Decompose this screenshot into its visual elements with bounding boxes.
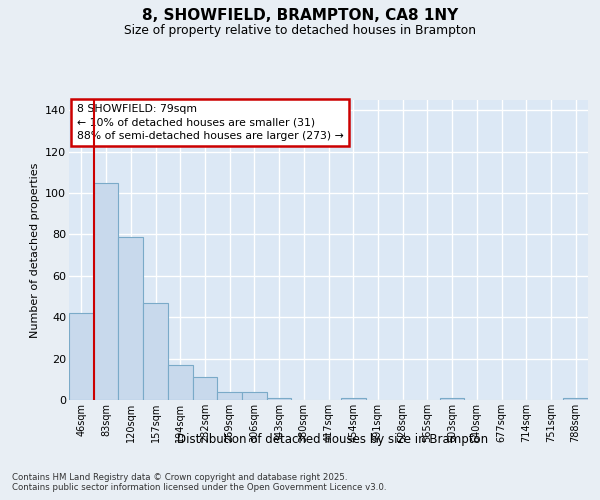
Text: Size of property relative to detached houses in Brampton: Size of property relative to detached ho… (124, 24, 476, 37)
Bar (118, 236, 143, 400)
Bar (143, 303, 168, 400)
Text: 8, SHOWFIELD, BRAMPTON, CA8 1NY: 8, SHOWFIELD, BRAMPTON, CA8 1NY (142, 8, 458, 22)
Text: Contains HM Land Registry data © Crown copyright and database right 2025.: Contains HM Land Registry data © Crown c… (12, 472, 347, 482)
Bar (440, 398, 464, 400)
Text: 8 SHOWFIELD: 79sqm
← 10% of detached houses are smaller (31)
88% of semi-detache: 8 SHOWFIELD: 79sqm ← 10% of detached hou… (77, 104, 344, 141)
Bar (69, 313, 94, 400)
Bar (563, 398, 588, 400)
Bar (242, 392, 267, 400)
Text: Contains public sector information licensed under the Open Government Licence v3: Contains public sector information licen… (12, 484, 386, 492)
Bar (168, 365, 193, 400)
Bar (267, 398, 292, 400)
Text: Distribution of detached houses by size in Brampton: Distribution of detached houses by size … (178, 432, 488, 446)
Y-axis label: Number of detached properties: Number of detached properties (29, 162, 40, 338)
Bar (341, 398, 365, 400)
Bar (94, 183, 118, 400)
Bar (217, 392, 242, 400)
Bar (193, 377, 217, 400)
